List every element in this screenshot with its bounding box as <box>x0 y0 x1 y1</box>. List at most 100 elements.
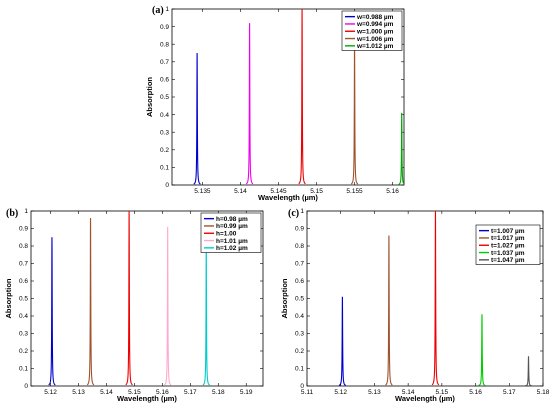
x-tick-label: 5.14 <box>402 389 415 396</box>
x-tick-label: 5.14 <box>234 188 247 195</box>
y-tick-label: 0.6 <box>295 278 304 285</box>
y-tick-label: 0.9 <box>160 24 169 31</box>
series-line <box>385 235 393 386</box>
x-tick-label: 5.15 <box>310 188 323 195</box>
series-line <box>86 217 95 386</box>
y-tick-label: 0.1 <box>19 366 28 373</box>
y-tick-label: 0.1 <box>160 165 169 172</box>
legend: h=0.98 µmh=0.99 µmh=1.00h=1.01 µmh=1.02 … <box>200 212 262 253</box>
y-tick-label: 0.2 <box>19 348 28 355</box>
x-tick-label: 5.18 <box>537 389 550 396</box>
y-tick-label: 0.3 <box>19 331 28 338</box>
x-tick-label: 5.15 <box>128 389 141 396</box>
x-tick-label: 5.19 <box>240 389 253 396</box>
panel-label: (a) <box>152 5 164 16</box>
series-line <box>164 226 172 386</box>
y-tick-label: 0 <box>300 383 304 390</box>
series-line <box>431 211 440 386</box>
data-layer <box>338 211 532 386</box>
legend-box <box>341 10 403 51</box>
chart-panel-2: 0 0.1 0.2 0.3 0.4 0.5 0.6 0.7 0.8 0.9 1 5.12 5.13 5.1… <box>4 208 264 403</box>
legend-label: w=1.006 µm <box>356 36 394 43</box>
x-tick-label: 5.16 <box>386 188 399 195</box>
legend-label: h=0.99 µm <box>216 223 248 230</box>
y-tick-label: 0.7 <box>19 261 28 268</box>
legend-label: w=0.988 µm <box>356 14 394 21</box>
x-tick-label: 5.13 <box>368 389 381 396</box>
y-tick-label: 0.8 <box>19 243 28 250</box>
x-tick-label: 5.135 <box>194 188 211 195</box>
x-axis-label: Wavelength (µm) <box>117 394 177 403</box>
legend-label: w=1.012 µm <box>356 43 394 50</box>
y-tick-label: 0.9 <box>19 226 28 233</box>
x-axis-label: Wavelength (µm) <box>258 193 318 202</box>
y-tick-label: 0.4 <box>160 112 169 119</box>
x-tick-label: 5.17 <box>503 389 516 396</box>
y-tick-label: 0.6 <box>160 77 169 84</box>
legend-label: t=1.027 µm <box>491 242 525 249</box>
legend-label: t=1.017 µm <box>491 235 525 242</box>
legend: w=0.988 µmw=0.994 µmw=1.000 µmw=1.006 µm… <box>341 10 403 51</box>
y-tick-label: 0 <box>165 182 169 189</box>
y-tick-label: 0.7 <box>160 59 169 66</box>
series-line <box>478 314 486 386</box>
x-tick-label: 5.15 <box>436 389 449 396</box>
y-tick-label: 0.2 <box>295 348 304 355</box>
x-tick-label: 5.145 <box>270 188 287 195</box>
y-tick-label: 1 <box>165 6 169 13</box>
legend: t=1.007 µmt=1.017 µmt=1.027 µmt=1.037 µm… <box>475 224 541 265</box>
y-tick-label: 0.7 <box>295 261 304 268</box>
panel-label: (b) <box>6 208 18 219</box>
y-tick-label: 0.4 <box>19 313 28 320</box>
series-line <box>525 356 532 386</box>
series-line <box>125 211 133 386</box>
y-tick-label: 1 <box>300 208 304 215</box>
y-tick-label: 0.1 <box>295 366 304 373</box>
y-tick-label: 0.8 <box>160 41 169 48</box>
y-axis-label: Absorption <box>4 278 13 318</box>
y-tick-label: 0.3 <box>160 129 169 136</box>
y-tick-label: 1 <box>24 208 28 215</box>
y-tick-label: 0.4 <box>295 313 304 320</box>
y-tick-label: 0.8 <box>295 243 304 250</box>
y-tick-label: 0.2 <box>160 147 169 154</box>
x-tick-label: 5.13 <box>72 389 85 396</box>
legend-label: t=1.007 µm <box>491 228 525 235</box>
y-tick-label: 0.3 <box>295 331 304 338</box>
y-axis-label: Absorption <box>145 77 154 117</box>
panel-label: (c) <box>288 208 299 219</box>
legend-label: h=1.00 <box>216 230 237 237</box>
y-tick-label: 0.5 <box>19 296 28 303</box>
legend-label: h=0.98 µm <box>216 216 248 223</box>
x-tick-label: 5.12 <box>44 389 57 396</box>
chart-panel-3: 0 0.1 0.2 0.3 0.4 0.5 0.6 0.7 0.8 0.9 1 5.11 5.12 5.1… <box>280 208 550 403</box>
series-line <box>48 237 56 386</box>
series-line <box>398 112 404 185</box>
series-line <box>298 9 306 185</box>
x-tick-label: 5.11 <box>301 389 314 396</box>
legend-label: h=1.01 µm <box>216 238 248 245</box>
x-tick-label: 5.155 <box>346 188 363 195</box>
series-line <box>338 296 346 386</box>
y-tick-label: 0.9 <box>295 226 304 233</box>
x-tick-label: 5.16 <box>156 389 169 396</box>
legend-label: t=1.037 µm <box>491 250 525 257</box>
series-line <box>245 23 254 185</box>
legend-label: t=1.047 µm <box>491 257 525 264</box>
legend-label: h=1.02 µm <box>216 245 248 252</box>
x-tick-label: 5.16 <box>469 389 482 396</box>
x-axis-label: Wavelength (µm) <box>395 394 455 403</box>
series-line <box>193 52 201 185</box>
x-tick-label: 5.17 <box>184 389 197 396</box>
legend-label: w=1.000 µm <box>356 28 394 35</box>
x-tick-label: 5.14 <box>100 389 113 396</box>
y-tick-label: 0.5 <box>295 296 304 303</box>
legend-label: w=0.994 µm <box>356 21 394 28</box>
x-tick-label: 5.18 <box>212 389 225 396</box>
y-tick-label: 0 <box>24 383 28 390</box>
x-tick-label: 5.12 <box>334 389 347 396</box>
y-axis-label: Absorption <box>280 278 289 318</box>
y-tick-label: 0.5 <box>160 94 169 101</box>
y-tick-label: 0.6 <box>19 278 28 285</box>
